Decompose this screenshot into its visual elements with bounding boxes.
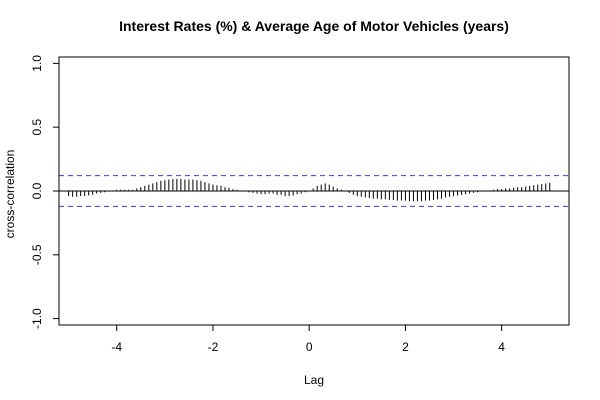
ccf-bars	[68, 178, 551, 202]
y-axis: -1.0 -0.5 0.0 0.5 1.0	[30, 55, 60, 329]
confidence-bounds	[59, 175, 569, 207]
y-tick-label: -0.5	[30, 244, 44, 265]
x-axis: -4 -2 0 2 4	[111, 324, 505, 354]
chart-title: Interest Rates (%) & Average Age of Moto…	[119, 18, 509, 34]
y-tick-label: 0.5	[30, 119, 44, 136]
x-tick-label: -4	[111, 340, 122, 354]
x-tick-label: 2	[402, 340, 409, 354]
y-tick-label: 0.0	[30, 182, 44, 199]
y-tick-label: -1.0	[30, 308, 44, 329]
y-axis-label: cross-correlation	[3, 150, 17, 239]
x-tick-label: 4	[498, 340, 505, 354]
plot-frame	[58, 56, 570, 326]
x-axis-label: Lag	[304, 373, 324, 387]
x-tick-label: -2	[208, 340, 219, 354]
y-tick-label: 1.0	[30, 55, 44, 72]
x-tick-label: 0	[306, 340, 313, 354]
